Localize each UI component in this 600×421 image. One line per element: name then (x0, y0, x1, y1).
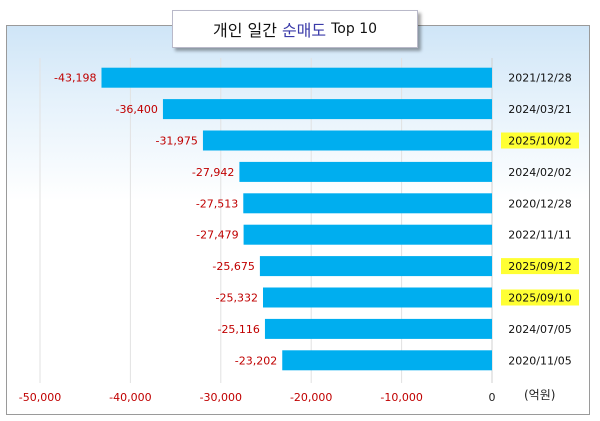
value-label: -31,975 (155, 135, 197, 148)
bar (262, 287, 492, 308)
chart-title-suffix: Top 10 (331, 21, 378, 37)
bar (202, 130, 493, 151)
chart-frame (6, 25, 590, 415)
category-highlight (501, 258, 579, 275)
category-label: 2025/09/10 (508, 292, 571, 305)
x-tick-label: 0 (489, 391, 496, 404)
value-label: -25,332 (216, 292, 258, 305)
category-label: 2024/03/21 (508, 103, 571, 116)
x-tick-label: -10,000 (380, 391, 422, 404)
category-label: 2022/11/11 (508, 229, 571, 242)
bar (162, 99, 492, 120)
bar (282, 350, 492, 371)
value-label: -23,202 (235, 354, 277, 367)
bar (259, 256, 492, 277)
value-label: -27,479 (196, 229, 238, 242)
category-label: 2024/02/02 (508, 166, 571, 179)
bar (243, 193, 492, 214)
chart-title-accent: 순매도 (281, 21, 327, 40)
value-label: -27,513 (196, 197, 238, 210)
bar (243, 224, 492, 245)
category-label: 2025/10/02 (508, 135, 571, 148)
unit-label: (억원) (524, 388, 556, 402)
x-tick-label: -30,000 (200, 391, 242, 404)
category-label: 2020/11/05 (508, 354, 571, 367)
category-label: 2020/12/28 (508, 197, 571, 210)
category-label: 2024/07/05 (508, 323, 571, 336)
x-tick-label: -20,000 (290, 391, 332, 404)
chart-title-prefix: 개인 일간 (212, 21, 277, 40)
value-label: -27,942 (192, 166, 234, 179)
bar (264, 318, 492, 339)
chart-title: 개인 일간 순매도 Top 10 (172, 10, 418, 48)
value-label: -36,400 (115, 103, 157, 116)
x-tick-label: -50,000 (19, 391, 61, 404)
x-tick-label: -40,000 (109, 391, 151, 404)
category-label: 2021/12/28 (508, 72, 571, 85)
value-label: -25,116 (217, 323, 259, 336)
category-highlight (501, 289, 579, 306)
category-highlight (501, 132, 579, 149)
value-label: -25,675 (212, 260, 254, 273)
bar (239, 161, 492, 182)
category-label: 2025/09/12 (508, 260, 571, 273)
bar (101, 67, 492, 88)
value-label: -43,198 (54, 72, 96, 85)
